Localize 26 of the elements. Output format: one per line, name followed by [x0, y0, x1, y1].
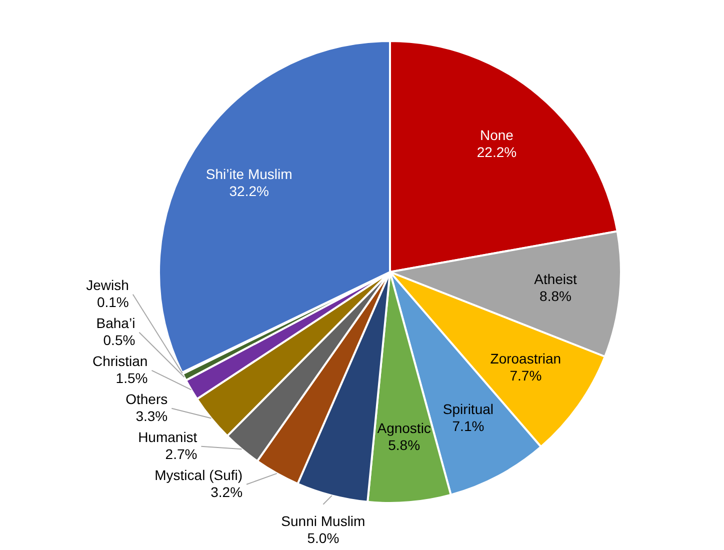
slice-label: Agnostic [377, 420, 431, 436]
data-label: 5.8% [388, 437, 420, 454]
slice-label: Sunni Muslim [281, 512, 366, 529]
slice-label: Humanist [138, 428, 198, 445]
slice-label: Baha’i [96, 314, 136, 331]
slice-label: Mystical (Sufi) [154, 466, 243, 483]
data-label: 0.1% [96, 294, 129, 310]
slice-label: Jewish [86, 276, 129, 293]
slice-label: None [480, 126, 514, 143]
data-label: 0.5% [103, 332, 136, 348]
data-label: 22.2% [476, 144, 517, 160]
data-label: 8.8% [540, 288, 572, 304]
data-label: 7.7% [510, 368, 542, 384]
slice-label: Atheist [534, 270, 578, 287]
slice-label: Zoroastrian [490, 350, 562, 367]
slice-label: Others [126, 390, 168, 407]
data-label: 2.7% [165, 446, 198, 462]
data-label: 3.2% [210, 484, 243, 500]
slice-label: Shi’ite Muslim [206, 166, 292, 182]
data-label: 7.1% [452, 418, 484, 434]
data-label: 1.5% [116, 370, 148, 386]
data-label: 32.2% [229, 182, 269, 199]
data-label: 3.3% [136, 408, 168, 424]
slice-label: Christian [92, 352, 148, 369]
data-label: 5.0% [307, 530, 340, 546]
slice-label: Spiritual [442, 401, 494, 418]
